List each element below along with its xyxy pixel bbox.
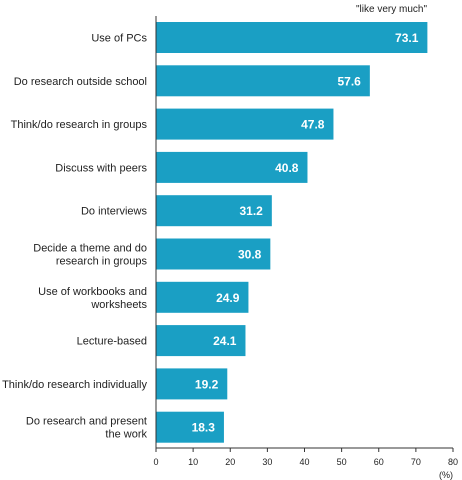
bar-4 xyxy=(156,195,272,227)
x-tick-label-4: 40 xyxy=(299,457,309,467)
category-label-1: Do research outside school xyxy=(14,76,147,88)
x-tick-label-8: 80 xyxy=(448,457,458,467)
x-tick-label-2: 20 xyxy=(225,457,235,467)
bar-2 xyxy=(156,108,334,140)
category-label-6-line-1: worksheets xyxy=(90,299,147,311)
category-label-7: Lecture-based xyxy=(77,336,147,348)
bar-7 xyxy=(156,325,246,357)
x-axis: 0 10 20 30 40 50 60 70 80 xyxy=(153,16,458,467)
category-label-5-line-1: research in groups xyxy=(56,256,148,268)
category-label-2: Think/do research in groups xyxy=(11,119,148,131)
x-tick-label-6: 60 xyxy=(374,457,384,467)
value-label-1: 57.6 xyxy=(337,74,361,88)
value-label-3: 40.8 xyxy=(275,161,299,175)
category-label-8: Think/do research individually xyxy=(2,379,147,391)
unit-label: (%) xyxy=(439,470,453,480)
legend-note: "like very much" xyxy=(356,4,427,15)
bar-8 xyxy=(156,368,228,400)
bar-1 xyxy=(156,65,370,97)
category-label-4: Do interviews xyxy=(81,206,148,218)
x-tick-label-3: 30 xyxy=(262,457,272,467)
category-label-9-line-0: Do research and present xyxy=(26,416,147,428)
value-label-9: 18.3 xyxy=(192,421,216,435)
bar-0 xyxy=(156,22,428,53)
x-tick-label-7: 70 xyxy=(411,457,421,467)
bar-9 xyxy=(156,411,224,443)
category-label-0: Use of PCs xyxy=(91,33,147,45)
x-tick-label-5: 50 xyxy=(337,457,347,467)
value-label-5: 30.8 xyxy=(238,248,262,262)
x-tick-label-0: 0 xyxy=(153,457,158,467)
bar-3 xyxy=(156,151,308,183)
category-label-3: Discuss with peers xyxy=(55,162,147,174)
value-label-0: 73.1 xyxy=(395,31,419,45)
category-label-9-line-1: the work xyxy=(105,429,147,441)
bar-5 xyxy=(156,238,271,270)
value-label-4: 31.2 xyxy=(239,204,263,218)
value-label-2: 47.8 xyxy=(301,118,325,132)
value-label-8: 19.2 xyxy=(195,377,219,391)
value-label-6: 24.9 xyxy=(216,291,240,305)
category-label-5-line-0: Decide a theme and do xyxy=(33,243,147,255)
bars-group: 73.1 Use of PCs 57.6 Do research outside sc… xyxy=(2,22,428,443)
bar-6 xyxy=(156,281,249,313)
category-label-6-line-0: Use of workbooks and xyxy=(38,286,147,298)
x-tick-label-1: 10 xyxy=(188,457,198,467)
value-label-7: 24.1 xyxy=(213,334,237,348)
